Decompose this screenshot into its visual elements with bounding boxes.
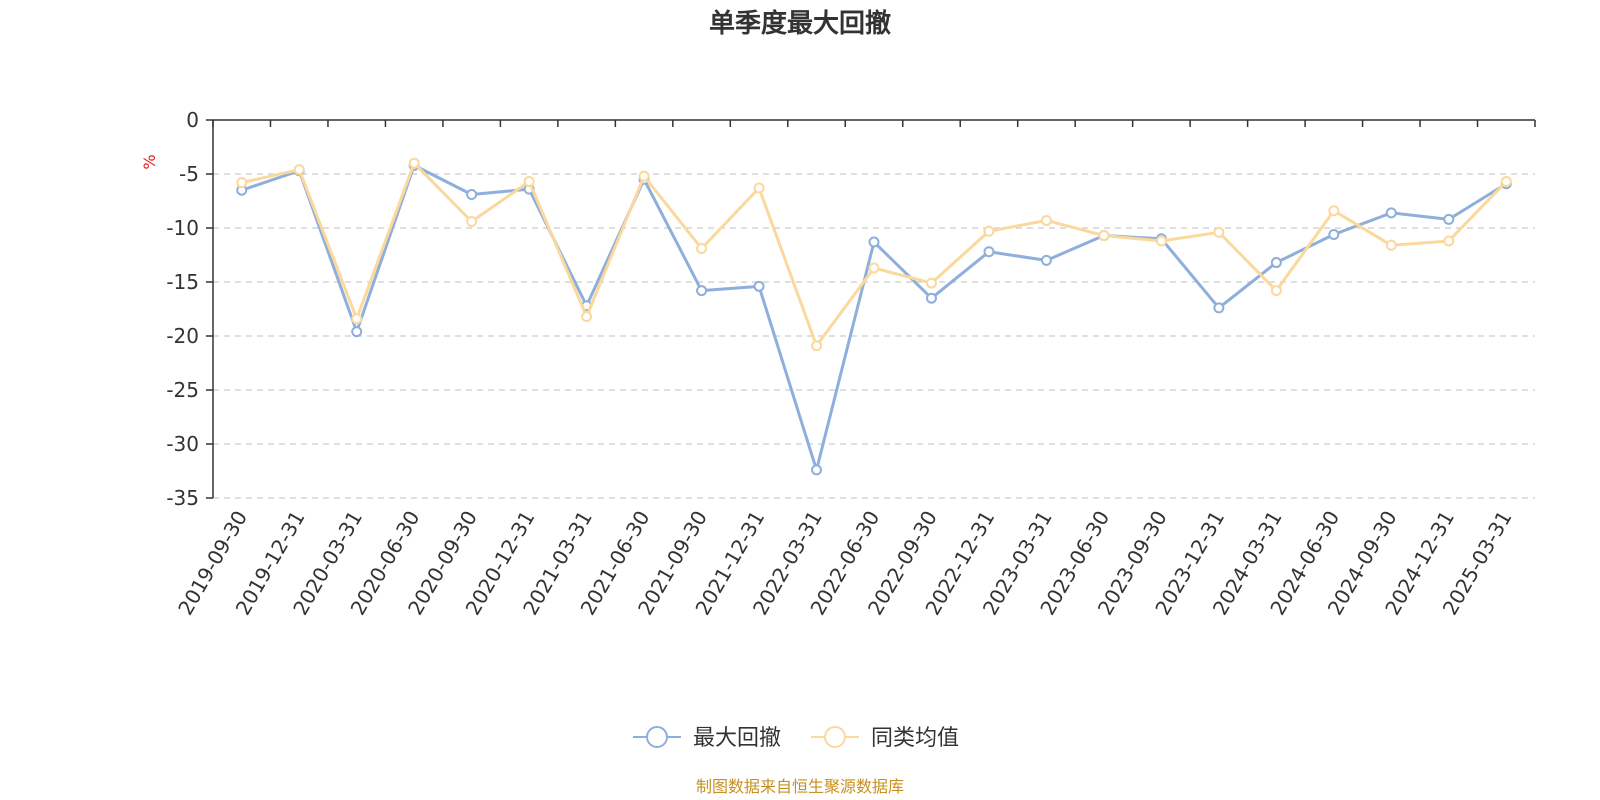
y-tick-label: -10 — [166, 216, 199, 240]
data-source-text: 制图数据来自恒生聚源数据库 — [696, 777, 904, 796]
series-2-point — [1443, 235, 1455, 247]
series-1-point — [1213, 302, 1225, 314]
y-tick-label: -25 — [166, 378, 199, 402]
series-2-point — [811, 340, 823, 352]
series-2-point — [1500, 176, 1512, 188]
y-tick-label: -35 — [166, 486, 199, 510]
series-2-point — [1098, 230, 1110, 242]
series-2-point — [1213, 226, 1225, 238]
series-2-point — [293, 164, 305, 176]
series-2-point — [696, 243, 708, 255]
y-tick-label: -30 — [166, 432, 199, 456]
series-1-point — [811, 464, 823, 476]
series-2-point — [753, 182, 765, 194]
series-1-point — [1328, 228, 1340, 240]
series-1-point — [696, 285, 708, 297]
series-2-point — [1040, 214, 1052, 226]
series-2-point — [351, 313, 363, 325]
series-2-point — [1385, 239, 1397, 251]
series-2-point — [1270, 285, 1282, 297]
series-1-point — [1270, 257, 1282, 269]
series-2-point — [983, 225, 995, 237]
legend-label: 最大回撤 — [693, 726, 781, 751]
series-2-point — [1328, 205, 1340, 217]
series-line-1 — [241, 163, 1508, 472]
series-2-point — [868, 262, 880, 274]
series-2-point — [466, 216, 478, 228]
y-axis-unit: % — [140, 154, 159, 169]
series-1-point — [1385, 207, 1397, 219]
series-1-point — [753, 280, 765, 292]
legend-label: 同类均值 — [871, 726, 959, 751]
series-2-point — [638, 170, 650, 182]
y-tick-label: -20 — [166, 324, 199, 348]
y-tick-label: 0 — [186, 108, 199, 132]
series-line-2 — [241, 161, 1508, 348]
series-1-point — [466, 189, 478, 201]
series-2-point — [523, 176, 535, 188]
series-2-point — [408, 157, 420, 169]
series-1-point — [925, 292, 937, 304]
series-2-point — [1155, 235, 1167, 247]
series-1-point — [1040, 254, 1052, 266]
legend-swatch-marker — [824, 726, 846, 748]
series-2-point — [581, 311, 593, 323]
chart-title: 单季度最大回撤 — [709, 8, 891, 39]
series-1-point — [983, 246, 995, 258]
legend-swatch-marker — [646, 726, 668, 748]
series-1-point — [1443, 213, 1455, 225]
series-1-point — [351, 326, 363, 338]
y-tick-label: -5 — [179, 162, 199, 186]
series-1-point — [868, 236, 880, 248]
series-2-point — [925, 277, 937, 289]
series-2-point — [236, 177, 248, 189]
y-tick-label: -15 — [166, 270, 199, 294]
